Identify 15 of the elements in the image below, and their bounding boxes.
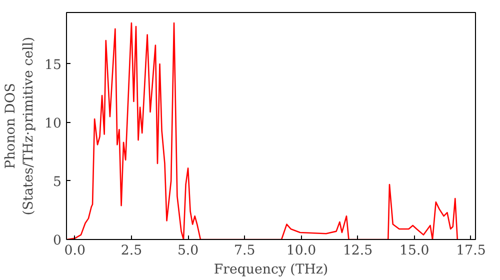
y-axis-title: Phonon DOS (States/THz·primitive cell) bbox=[4, 36, 37, 216]
x-tick-label: 15.0 bbox=[400, 244, 430, 258]
y-tick-label: 0 bbox=[53, 234, 62, 248]
y-tick-label: 5 bbox=[53, 174, 62, 190]
x-tick-label: 7.5 bbox=[234, 244, 256, 258]
x-tick-label: 12.5 bbox=[342, 244, 373, 258]
x-tick-label: 5.0 bbox=[177, 244, 199, 258]
line-series bbox=[66, 22, 458, 240]
x-tick-label: 10.0 bbox=[286, 244, 316, 258]
x-axis-title: Frequency (THz) bbox=[214, 262, 328, 278]
x-tick-label: 2.5 bbox=[120, 244, 142, 258]
x-tick-label: 0.0 bbox=[64, 244, 86, 258]
y-tick-label: 15 bbox=[44, 58, 62, 73]
x-tick-label: 17.5 bbox=[456, 244, 486, 258]
y-tick-label: 10 bbox=[44, 116, 62, 132]
